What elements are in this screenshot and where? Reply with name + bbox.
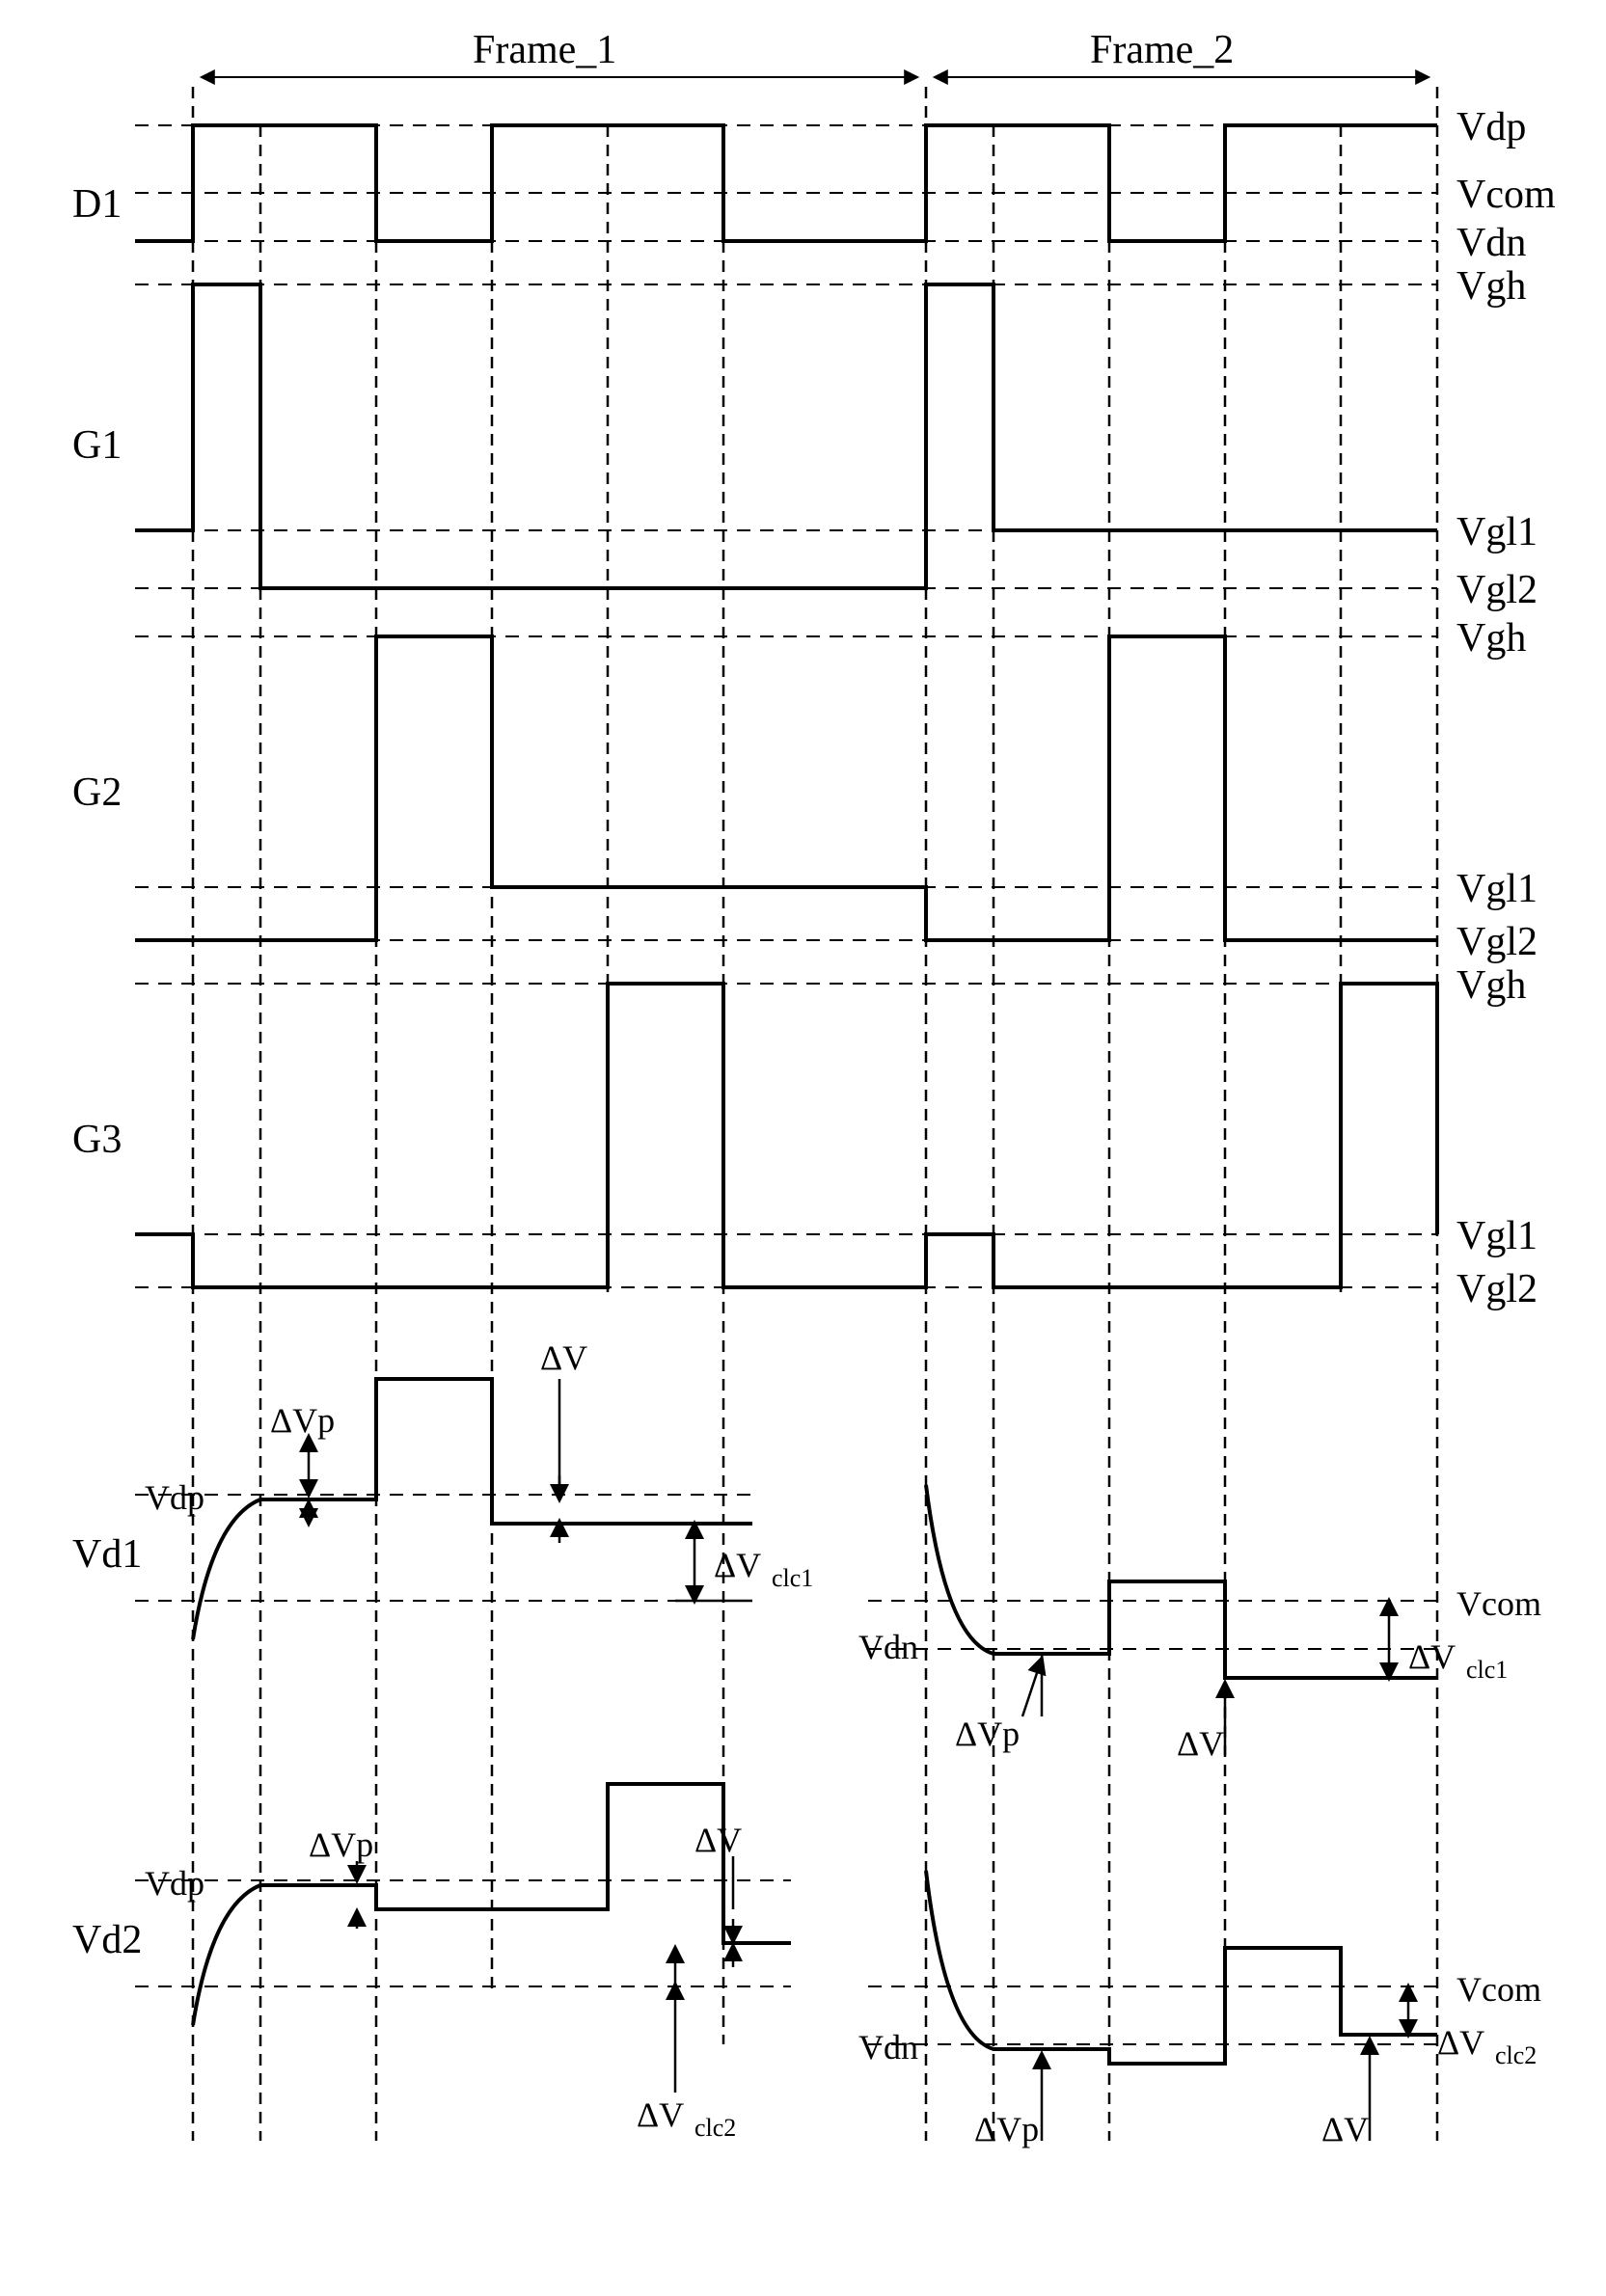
svg-text:ΔV: ΔV — [1321, 2110, 1369, 2148]
svg-text:clc2: clc2 — [1495, 2041, 1537, 2069]
svg-text:ΔV: ΔV — [540, 1338, 587, 1377]
svg-text:ΔVp: ΔVp — [309, 1825, 373, 1864]
svg-text:Vgl2: Vgl2 — [1456, 920, 1538, 964]
svg-text:Vgl2: Vgl2 — [1456, 1267, 1538, 1311]
svg-text:G1: G1 — [72, 423, 122, 468]
vertical-guides — [193, 87, 1437, 2141]
svg-text:Vcom: Vcom — [1456, 1584, 1541, 1623]
svg-text:Vdn: Vdn — [1456, 221, 1526, 265]
svg-text:Vd1: Vd1 — [72, 1532, 142, 1577]
svg-text:G2: G2 — [72, 770, 122, 815]
svg-text:G3: G3 — [72, 1118, 122, 1162]
svg-text:ΔVp: ΔVp — [974, 2110, 1039, 2148]
svg-text:ΔV: ΔV — [1177, 1724, 1224, 1763]
svg-text:ΔV: ΔV — [637, 2095, 684, 2134]
svg-text:Vdn: Vdn — [858, 1628, 918, 1666]
svg-text:Vdp: Vdp — [145, 1864, 204, 1903]
frame1-label: Frame_1 — [473, 28, 616, 72]
svg-text:clc1: clc1 — [1466, 1656, 1508, 1684]
svg-text:Vgl1: Vgl1 — [1456, 510, 1538, 554]
svg-text:D1: D1 — [72, 182, 122, 227]
frame-header: Frame_1 Frame_2 — [203, 28, 1428, 77]
svg-text:Vgh: Vgh — [1456, 616, 1526, 661]
svg-text:ΔVp: ΔVp — [270, 1401, 335, 1440]
svg-text:ΔV: ΔV — [1408, 1637, 1456, 1676]
signal-G3: G3 Vgh Vgl1 Vgl2 — [72, 963, 1538, 1311]
signal-G2: G2 Vgh Vgl1 Vgl2 — [72, 616, 1538, 964]
svg-text:Vdn: Vdn — [858, 2028, 918, 2066]
frame2-label: Frame_2 — [1090, 28, 1234, 72]
svg-text:Vdp: Vdp — [145, 1478, 204, 1517]
svg-text:Vgl2: Vgl2 — [1456, 568, 1538, 612]
signal-G1: G1 Vgh Vgl1 Vgl2 — [72, 264, 1538, 612]
signal-Vd2: Vd2 Vdp ΔVp ΔV ΔV clc2 Vdn Vcom ΔVp ΔV Δ… — [72, 1784, 1541, 2148]
signal-Vd1: Vd1 Vdp ΔVp ΔV ΔV clc1 Vdn Vcom ΔVp ΔV Δ… — [72, 1338, 1541, 1763]
svg-text:ΔV: ΔV — [714, 1546, 761, 1584]
svg-text:clc1: clc1 — [772, 1564, 813, 1592]
signal-D1: D1 Vdp Vcom Vdn — [72, 105, 1556, 265]
svg-text:Vcom: Vcom — [1456, 1970, 1541, 2009]
svg-text:Vd2: Vd2 — [72, 1918, 142, 1962]
svg-text:Vgl1: Vgl1 — [1456, 867, 1538, 911]
svg-text:Vgh: Vgh — [1456, 963, 1526, 1008]
svg-text:Vgh: Vgh — [1456, 264, 1526, 309]
svg-text:Vgl1: Vgl1 — [1456, 1214, 1538, 1258]
timing-diagram: Frame_1 Frame_2 D1 Vdp Vcom Vdn G1 Vgh V… — [19, 19, 1606, 2277]
svg-text:Vcom: Vcom — [1456, 173, 1556, 217]
svg-text:Vdp: Vdp — [1456, 105, 1526, 149]
svg-text:ΔVp: ΔVp — [955, 1715, 1020, 1753]
svg-text:ΔV: ΔV — [1437, 2023, 1484, 2062]
svg-text:ΔV: ΔV — [694, 1821, 742, 1859]
svg-text:clc2: clc2 — [694, 2114, 736, 2142]
